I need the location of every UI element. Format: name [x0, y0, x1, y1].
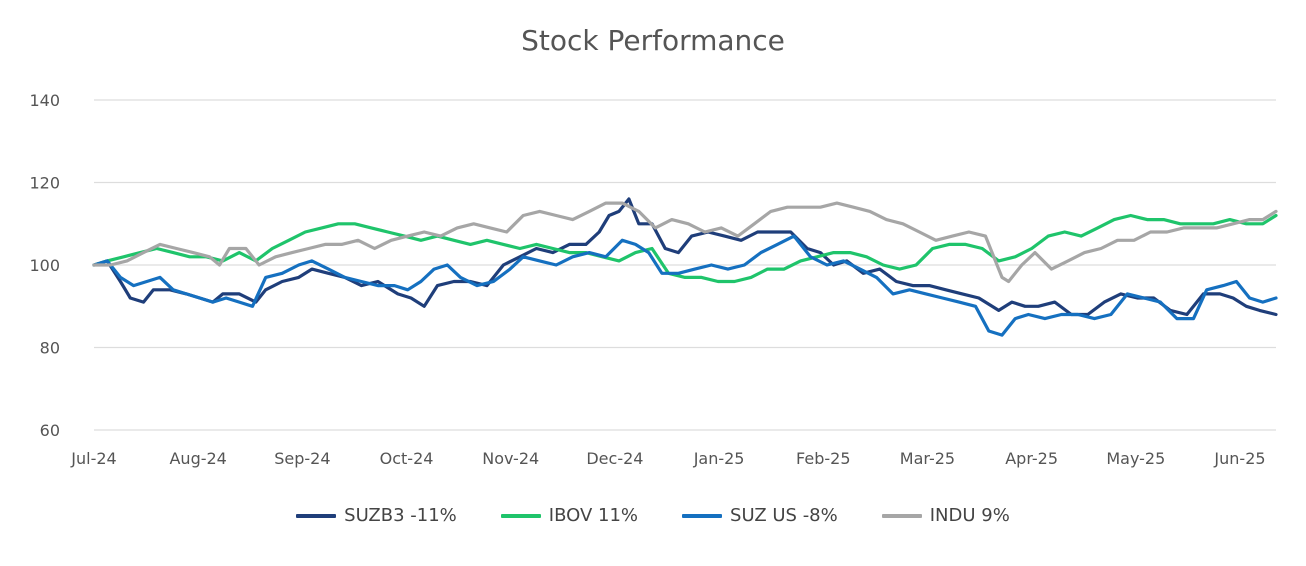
x-tick-label: Feb-25 [796, 449, 850, 468]
chart-legend: SUZB3 -11% IBOV 11% SUZ US -8% INDU 9% [0, 505, 1306, 526]
x-tick-label: Mar-25 [900, 449, 955, 468]
legend-swatch [296, 513, 337, 518]
y-tick-label: 120 [29, 174, 60, 193]
legend-item: IBOV 11% [500, 505, 639, 526]
series-line-1 [92, 197, 1278, 317]
series-line-2 [92, 213, 1278, 284]
legend-swatch [881, 513, 922, 518]
y-tick-label: 60 [40, 421, 60, 440]
legend-item: SUZ US -8% [682, 505, 838, 526]
legend-item: INDU 9% [881, 505, 1010, 526]
legend-label: SUZB3 -11% [344, 505, 457, 526]
x-tick-label: Jun-25 [1213, 449, 1265, 468]
x-tick-label: Oct-24 [380, 449, 434, 468]
chart-title: Stock Performance [521, 24, 785, 57]
y-tick-label: 80 [40, 339, 60, 358]
x-tick-label: Sep-24 [274, 449, 330, 468]
x-tick-label: Apr-25 [1005, 449, 1058, 468]
y-tick-label: 100 [29, 256, 60, 275]
legend-swatch [682, 513, 723, 518]
series-line-4 [92, 201, 1278, 284]
legend-item: SUZB3 -11% [296, 505, 457, 526]
x-tick-label: May-25 [1106, 449, 1165, 468]
x-tick-label: Aug-24 [169, 449, 226, 468]
y-tick-label: 140 [29, 91, 60, 110]
legend-swatch [500, 513, 541, 518]
x-tick-label: Nov-24 [482, 449, 539, 468]
x-tick-label: Jul-24 [70, 449, 116, 468]
series-line-3 [92, 234, 1278, 337]
legend-label: SUZ US -8% [730, 505, 838, 526]
legend-label: INDU 9% [929, 505, 1010, 526]
x-tick-label: Dec-24 [586, 449, 643, 468]
x-tick-label: Jan-25 [693, 449, 745, 468]
legend-label: IBOV 11% [548, 505, 639, 526]
